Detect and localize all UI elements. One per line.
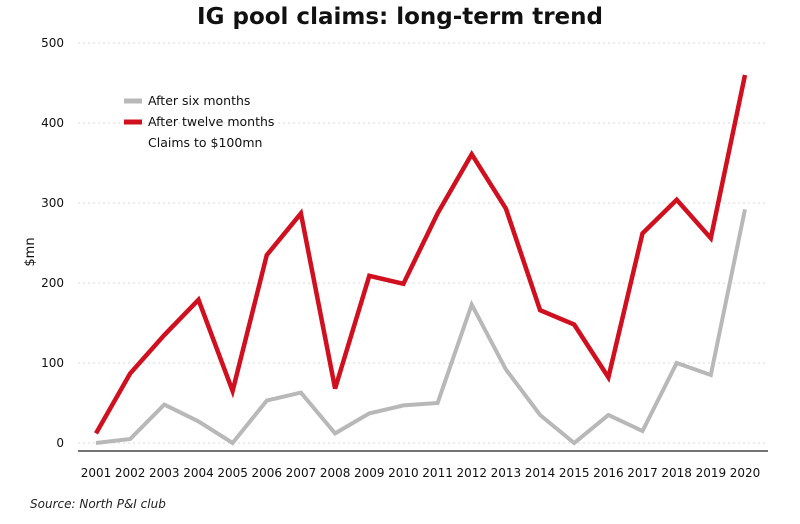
x-tick-label: 2007 bbox=[286, 466, 317, 480]
x-tick-label: 2020 bbox=[730, 466, 761, 480]
x-tick-label: 2016 bbox=[593, 466, 624, 480]
y-tick-label: 500 bbox=[41, 36, 64, 50]
legend-label-twelve-months: After twelve months bbox=[148, 114, 274, 129]
x-tick-label: 2006 bbox=[252, 466, 283, 480]
legend-note: Claims to $100mn bbox=[148, 135, 262, 150]
y-tick-label: 400 bbox=[41, 116, 64, 130]
x-tick-label: 2017 bbox=[627, 466, 658, 480]
x-tick-label: 2013 bbox=[491, 466, 522, 480]
x-tick-label: 2011 bbox=[422, 466, 453, 480]
axes: 0 100 200 300 400 500 2001 2002 2003 2004 2005 2006… bbox=[41, 36, 768, 480]
y-tick-label: 300 bbox=[41, 196, 64, 210]
x-tick-label: 2010 bbox=[388, 466, 419, 480]
series-lines bbox=[94, 74, 748, 446]
x-tick-label: 2015 bbox=[559, 466, 590, 480]
series-line-six-months bbox=[95, 208, 747, 446]
y-tick-label: 100 bbox=[41, 356, 64, 370]
x-tick-label: 2018 bbox=[661, 466, 692, 480]
x-tick-label: 2009 bbox=[354, 466, 385, 480]
x-tick-label: 2005 bbox=[217, 466, 248, 480]
x-tick-label: 2002 bbox=[115, 466, 146, 480]
x-tick-label: 2004 bbox=[183, 466, 214, 480]
y-tick-label: 200 bbox=[41, 276, 64, 290]
chart-title: IG pool claims: long-term trend bbox=[197, 4, 603, 30]
y-tick-label: 0 bbox=[56, 436, 64, 450]
y-axis-label: $mn bbox=[23, 237, 38, 266]
grid-lines bbox=[78, 42, 768, 444]
x-tick-label: 2008 bbox=[320, 466, 351, 480]
source-note: Source: North P&I club bbox=[30, 497, 166, 511]
legend: After six months After twelve months Cla… bbox=[124, 93, 274, 150]
series-line-twelve-months bbox=[94, 74, 748, 435]
x-tick-label: 2012 bbox=[456, 466, 487, 480]
x-tick-label: 2001 bbox=[81, 466, 112, 480]
x-tick-label: 2014 bbox=[525, 466, 556, 480]
x-tick-label: 2019 bbox=[696, 466, 727, 480]
x-tick-label: 2003 bbox=[149, 466, 180, 480]
legend-label-six-months: After six months bbox=[148, 93, 250, 108]
